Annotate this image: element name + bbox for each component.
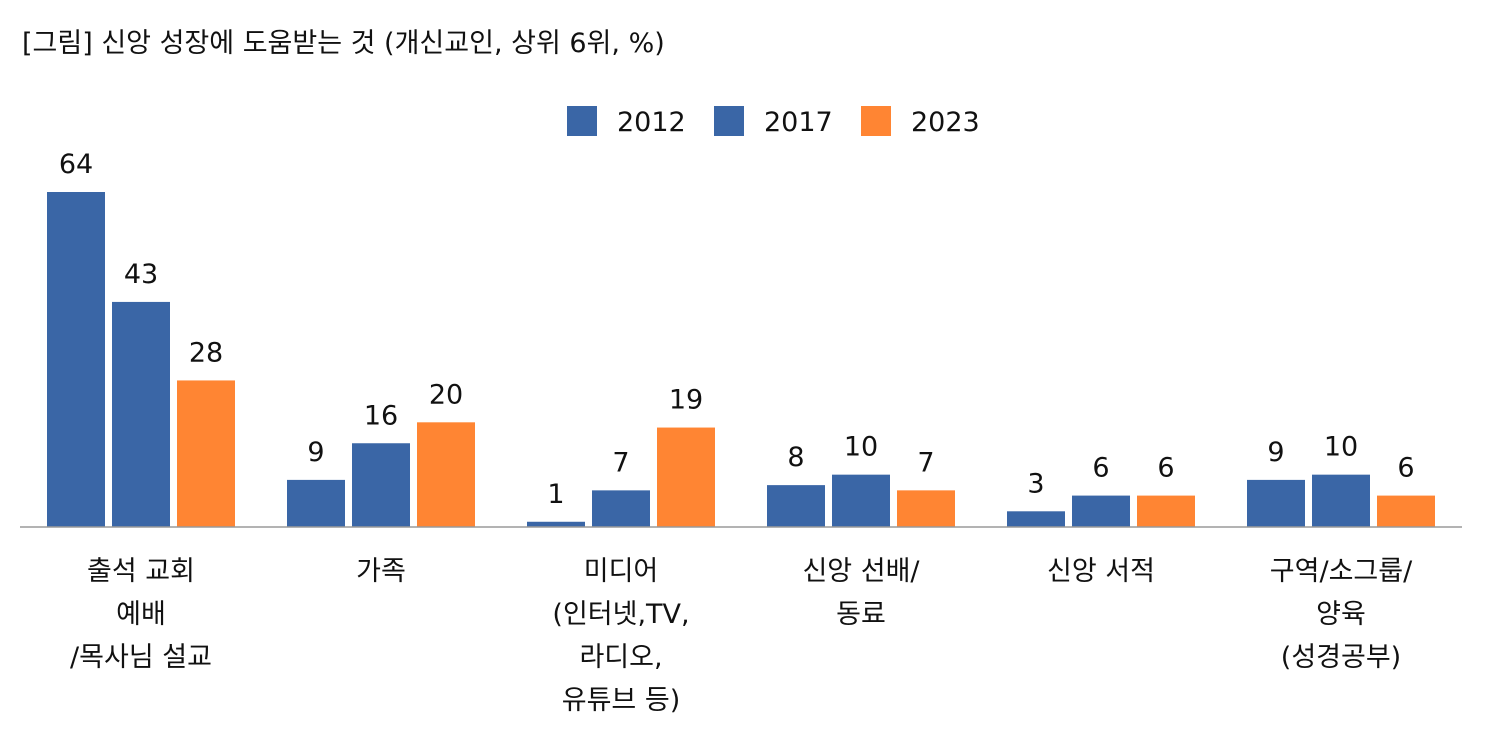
legend-swatch-2017 — [714, 106, 744, 136]
value-label-2012-4: 3 — [1027, 468, 1044, 499]
legend-swatch-2012 — [567, 106, 597, 136]
category-label-0-0: 출석 교회 — [87, 556, 195, 587]
category-label-5-2: (성경공부) — [1281, 642, 1401, 673]
value-label-2023-3: 7 — [917, 447, 934, 478]
category-label-3-1: 동료 — [836, 599, 886, 630]
value-label-2023-4: 6 — [1157, 453, 1174, 484]
bar-2017-4 — [1072, 495, 1130, 527]
value-label-2012-1: 9 — [307, 437, 324, 468]
category-label-5-0: 구역/소그룹/ — [1270, 556, 1413, 587]
value-label-2017-2: 7 — [612, 447, 629, 478]
legend-label-2012: 2012 — [617, 107, 686, 138]
bar-2012-0 — [47, 192, 105, 527]
bar-2023-4 — [1137, 495, 1195, 527]
bar-2012-2 — [527, 521, 585, 527]
value-label-2017-0: 43 — [124, 259, 158, 290]
value-label-2023-5: 6 — [1397, 453, 1414, 484]
legend-label-2023: 2023 — [911, 107, 980, 138]
chart-title: [그림] 신앙 성장에 도움받는 것 (개신교인, 상위 6위, %) — [22, 28, 665, 59]
bar-2012-5 — [1247, 479, 1305, 527]
value-label-2023-2: 19 — [669, 385, 703, 416]
category-label-1-0: 가족 — [356, 556, 406, 587]
bar-2023-1 — [417, 422, 475, 527]
bar-2017-0 — [112, 301, 170, 527]
value-label-2017-1: 16 — [364, 400, 398, 431]
bar-2017-2 — [592, 490, 650, 527]
category-label-5-1: 양육 — [1316, 599, 1366, 630]
value-label-2023-0: 28 — [189, 337, 223, 368]
category-label-3-0: 신앙 선배/ — [802, 556, 920, 587]
bar-2023-0 — [177, 380, 235, 527]
bars-group — [47, 192, 1435, 527]
value-label-2023-1: 20 — [429, 379, 463, 410]
category-label-2-2: 라디오, — [579, 642, 662, 673]
category-label-2-0: 미디어 — [584, 556, 659, 587]
bar-2017-1 — [352, 443, 410, 527]
category-label-2-3: 유튜브 등) — [562, 685, 680, 716]
legend-swatch-2023 — [861, 106, 891, 136]
legend-label-2017: 2017 — [764, 107, 833, 138]
bar-2017-5 — [1312, 474, 1370, 527]
value-label-2012-3: 8 — [787, 442, 804, 473]
value-label-2017-5: 10 — [1324, 432, 1358, 463]
value-label-2012-2: 1 — [547, 479, 564, 510]
value-labels-group: 64 43 28 9 16 20 1 7 19 8 10 7 3 6 6 9 10 6 — [59, 149, 1415, 510]
bar-2023-3 — [897, 490, 955, 527]
legend: 2012 2017 2023 — [567, 106, 980, 138]
value-label-2017-3: 10 — [844, 432, 878, 463]
category-label-4-0: 신앙 서적 — [1047, 556, 1155, 587]
bar-2012-3 — [767, 485, 825, 527]
category-label-0-2: /목사님 설교 — [70, 642, 212, 673]
bar-2023-2 — [657, 427, 715, 527]
value-label-2012-5: 9 — [1267, 437, 1284, 468]
value-label-2017-4: 6 — [1092, 453, 1109, 484]
bar-2023-5 — [1377, 495, 1435, 527]
category-label-0-1: 예배 — [116, 599, 166, 630]
value-label-2012-0: 64 — [59, 149, 93, 180]
category-label-2-1: (인터넷,TV, — [552, 599, 689, 630]
bar-2017-3 — [832, 474, 890, 527]
bar-2012-1 — [287, 479, 345, 527]
bar-2012-4 — [1007, 511, 1065, 527]
